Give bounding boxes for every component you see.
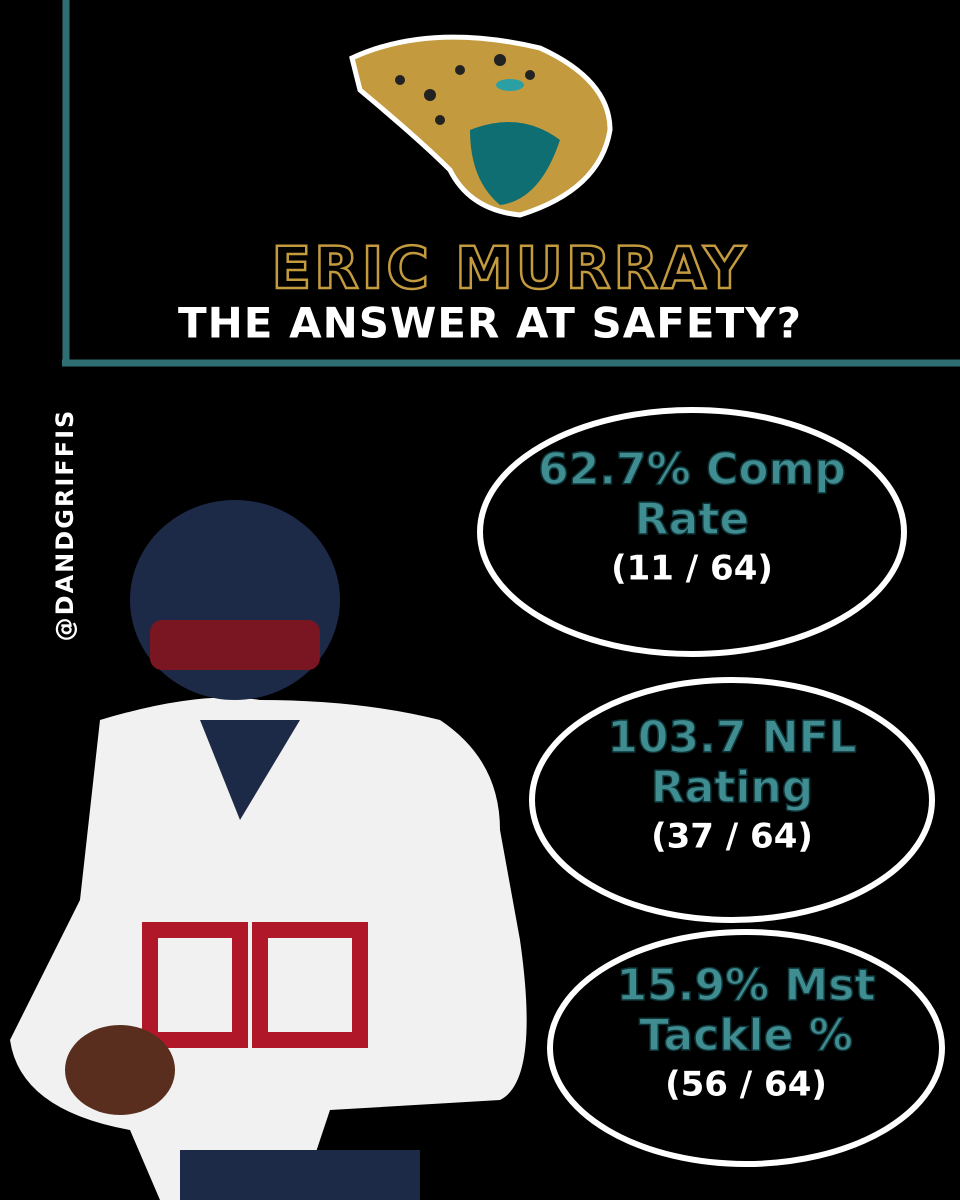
stat-line: 62.7% Comp (538, 444, 846, 495)
stat-line: 15.9% Mst (617, 960, 876, 1011)
subtitle: THE ANSWER AT SAFETY? (178, 299, 802, 348)
stat-line: 103.7 NFL (607, 712, 856, 763)
stat-line: Rate (635, 494, 749, 545)
stat-bubble (529, 677, 935, 923)
stat-line: Rating (651, 762, 814, 813)
team-logo (349, 34, 613, 218)
stat-rank: (37 / 64) (651, 817, 813, 857)
handle: @DANDGRIFFIS (51, 409, 79, 642)
stat-bubble (547, 929, 945, 1167)
stat-line: Tackle % (639, 1010, 853, 1061)
player-name: ERIC MURRAY (271, 234, 748, 302)
stat-rank: (56 / 64) (665, 1065, 827, 1105)
player-image (10, 500, 527, 1200)
stat-rank: (11 / 64) (611, 549, 773, 589)
stat-bubble (477, 407, 907, 657)
